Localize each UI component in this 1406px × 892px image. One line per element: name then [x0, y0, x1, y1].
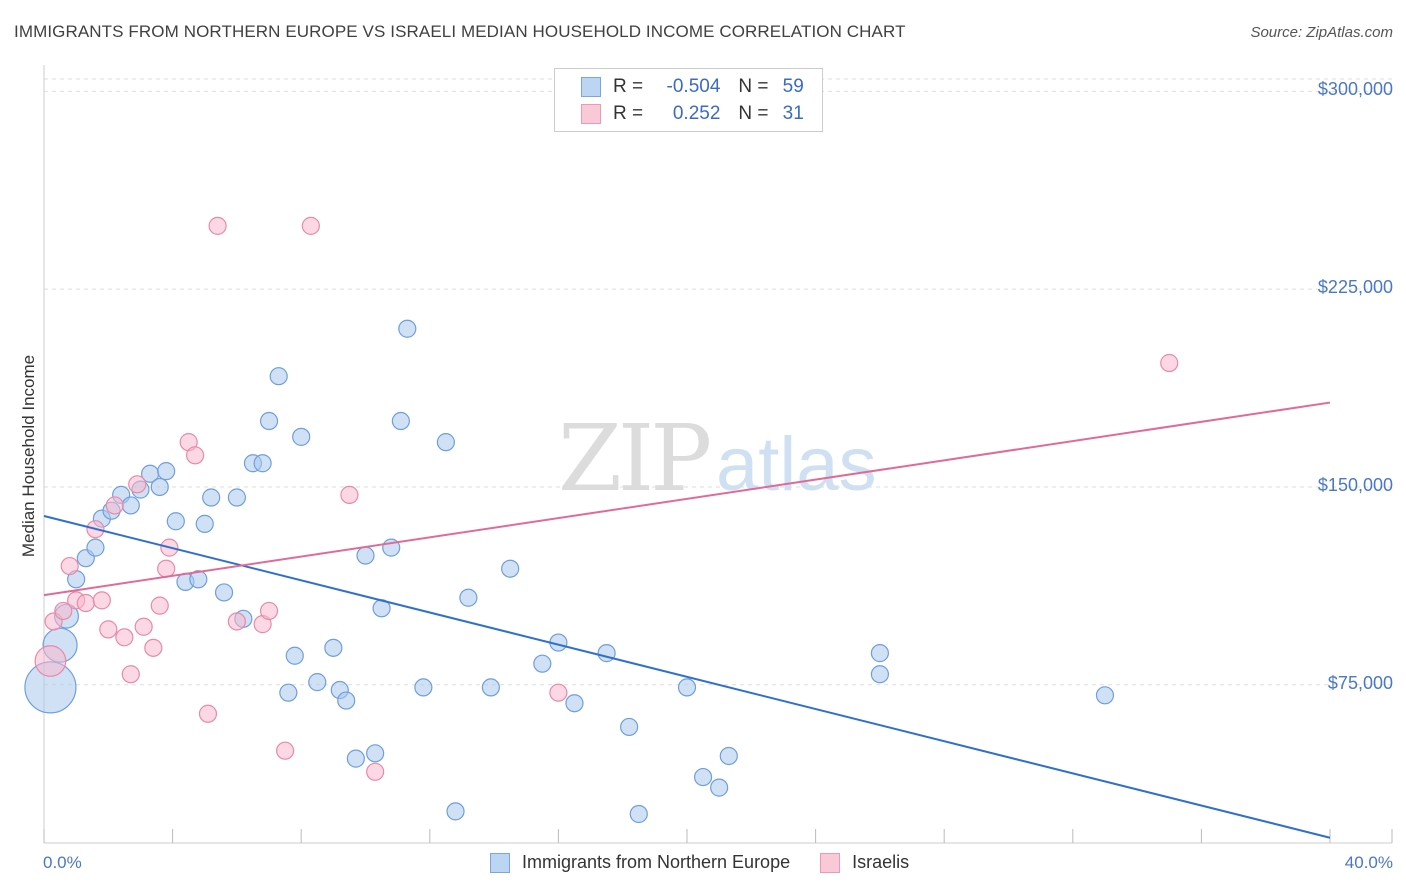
legend-swatch-pink	[820, 852, 841, 873]
data-point-northern-europe	[436, 433, 455, 452]
data-point-israelis	[134, 617, 153, 636]
legend-r-label: R =	[613, 103, 644, 124]
data-point-northern-europe	[366, 744, 385, 763]
y-tick-label: $225,000	[1317, 277, 1393, 298]
data-point-northern-europe	[285, 646, 304, 665]
data-point-northern-europe	[356, 546, 375, 565]
data-point-israelis	[99, 620, 118, 639]
data-point-northern-europe	[214, 583, 234, 602]
data-point-northern-europe	[269, 367, 288, 386]
data-point-israelis	[186, 446, 205, 465]
data-point-israelis	[259, 601, 279, 621]
data-point-northern-europe	[459, 588, 478, 607]
legend-n-value: 59	[782, 76, 804, 97]
data-point-israelis	[128, 475, 147, 494]
series-legend: Immigrants from Northern Europe Israelis	[490, 852, 939, 873]
data-point-northern-europe	[398, 319, 417, 338]
data-point-northern-europe	[629, 804, 648, 824]
data-point-northern-europe	[1095, 686, 1115, 705]
x-min-label: 0.0%	[43, 853, 82, 872]
data-point-northern-europe	[620, 717, 639, 737]
legend-series-label: Israelis	[852, 852, 910, 872]
y-tick-label: $300,000	[1317, 79, 1393, 100]
legend-row-israelis: R = 0.252 N = 31	[581, 102, 804, 126]
data-point-northern-europe	[279, 683, 298, 702]
legend-series-label: Immigrants from Northern Europe	[522, 852, 791, 872]
data-point-northern-europe	[501, 559, 520, 578]
legend-r-value: -0.504	[666, 76, 721, 97]
trend-line-northern-europe	[43, 515, 1331, 839]
y-tick-label: $75,000	[1327, 672, 1393, 693]
data-point-northern-europe	[481, 678, 500, 697]
chart-title: IMMIGRANTS FROM NORTHERN EUROPE VS ISRAE…	[14, 22, 906, 41]
legend-swatch-blue	[490, 852, 510, 873]
data-point-northern-europe	[693, 767, 713, 787]
data-point-northern-europe	[391, 411, 410, 431]
data-point-northern-europe	[346, 749, 365, 768]
data-point-northern-europe	[710, 778, 729, 797]
data-point-northern-europe	[121, 496, 140, 515]
data-point-northern-europe	[259, 411, 279, 431]
data-point-northern-europe	[414, 678, 433, 697]
data-point-northern-europe	[337, 691, 356, 710]
data-point-northern-europe	[677, 678, 697, 697]
legend-row-northern-europe: R = -0.504 N = 59	[581, 75, 804, 99]
data-point-israelis	[92, 591, 111, 610]
data-point-israelis	[366, 762, 385, 781]
watermark-atlas: atlas	[716, 422, 877, 507]
data-point-israelis	[54, 601, 73, 621]
x-max-label: 40.0%	[1344, 853, 1393, 872]
chart-source: Source: ZipAtlas.com	[1250, 24, 1393, 41]
data-point-northern-europe	[227, 488, 246, 507]
data-point-northern-europe	[157, 462, 176, 481]
data-point-northern-europe	[86, 538, 105, 557]
data-point-northern-europe	[292, 427, 311, 446]
y-tick-label: $150,000	[1317, 474, 1393, 495]
data-point-israelis	[276, 741, 295, 760]
data-point-northern-europe	[189, 570, 208, 589]
data-point-israelis	[227, 612, 246, 631]
data-point-northern-europe	[870, 665, 890, 684]
legend-n-value: 31	[782, 103, 804, 124]
data-point-israelis	[115, 628, 134, 647]
data-point-northern-europe	[565, 694, 584, 713]
data-point-israelis	[144, 638, 163, 657]
data-point-northern-europe	[253, 454, 272, 473]
data-point-israelis	[549, 683, 568, 702]
data-point-israelis	[34, 645, 67, 677]
data-point-northern-europe	[202, 488, 221, 507]
legend-r-value: 0.252	[672, 103, 721, 124]
legend-n-label: N =	[738, 76, 769, 97]
data-point-israelis	[157, 559, 176, 578]
legend-item-northern-europe[interactable]: Immigrants from Northern Europe	[490, 852, 790, 873]
data-point-northern-europe	[719, 746, 738, 766]
data-point-israelis	[121, 665, 140, 684]
data-point-northern-europe	[308, 673, 327, 692]
legend-r-label: R =	[613, 76, 644, 97]
trend-line-israelis	[43, 401, 1331, 597]
legend-item-israelis[interactable]: Israelis	[820, 852, 909, 873]
data-point-israelis	[301, 216, 320, 235]
legend-swatch-pink	[581, 104, 601, 124]
data-point-israelis	[76, 593, 95, 613]
watermark-zip: ZIP	[558, 405, 709, 512]
stats-legend: R = -0.504 N = 59 R = 0.252 N = 31	[554, 68, 823, 132]
data-point-northern-europe	[195, 514, 214, 533]
data-point-northern-europe	[166, 512, 185, 531]
data-point-israelis	[340, 485, 359, 504]
legend-n-label: N =	[738, 103, 769, 124]
data-point-israelis	[1160, 353, 1179, 373]
data-point-israelis	[60, 556, 79, 576]
data-point-israelis	[150, 596, 169, 615]
data-point-northern-europe	[324, 638, 343, 657]
data-point-northern-europe	[870, 644, 890, 663]
data-point-northern-europe	[446, 802, 465, 821]
data-point-israelis	[198, 704, 218, 723]
data-point-northern-europe	[533, 654, 552, 673]
data-point-northern-europe	[150, 477, 169, 497]
data-point-israelis	[105, 496, 124, 515]
data-point-israelis	[208, 216, 227, 235]
legend-swatch-blue	[581, 77, 601, 97]
